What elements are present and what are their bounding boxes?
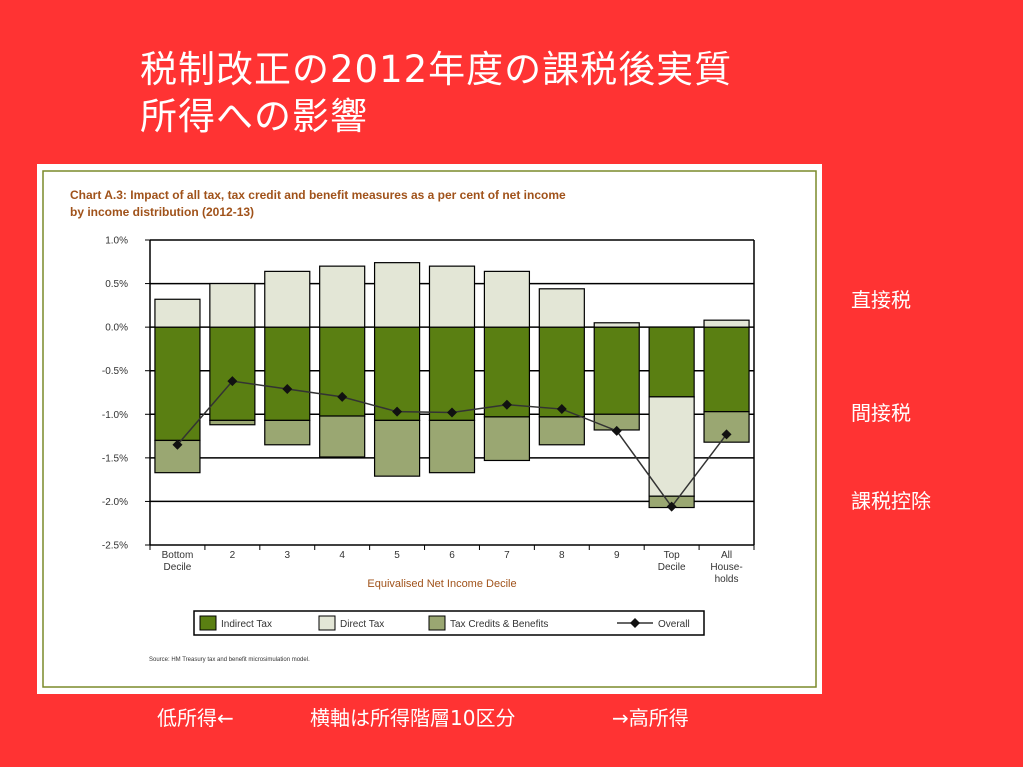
x-tick-label: 9	[614, 550, 620, 561]
chart-source: Source: HM Treasury tax and benefit micr…	[149, 657, 310, 663]
overall-marker	[556, 404, 567, 415]
overall-marker	[447, 407, 457, 418]
bar-segment	[319, 415, 366, 458]
bar-segment	[428, 419, 476, 474]
y-tick-label: -2.0%	[102, 497, 128, 508]
y-tick-label: -2.5%	[102, 541, 128, 552]
x-tick-label: 3	[284, 550, 290, 561]
bar-segment	[483, 270, 531, 328]
overall-marker	[611, 425, 622, 436]
bar-segment	[593, 322, 640, 328]
bar-segment	[209, 326, 256, 421]
y-tick-label: -1.5%	[102, 453, 128, 464]
side-label-direct-tax: 直接税	[851, 288, 911, 312]
x-tick-label: Bottom Decile	[162, 550, 194, 573]
chart-panel: Chart A.3: Impact of all tax, tax credit…	[37, 164, 822, 694]
x-tick-label: 2	[230, 550, 236, 561]
caption-axis-note: 横軸は所得階層10区分	[310, 706, 516, 730]
bar-segment	[703, 319, 750, 328]
legend-swatch	[318, 615, 336, 631]
bar-segment	[538, 416, 585, 446]
x-tick-label: 4	[339, 550, 345, 561]
overall-marker	[282, 384, 293, 395]
bar-segment	[648, 326, 695, 398]
bar-segment	[264, 326, 311, 421]
chart-title-line-1: Chart A.3: Impact of all tax, tax credit…	[70, 188, 566, 202]
y-tick-label: -0.5%	[102, 366, 128, 377]
bar-segment	[483, 416, 531, 462]
bar-segment	[538, 326, 585, 418]
overall-marker	[227, 376, 238, 387]
bar-segment	[593, 326, 640, 415]
bar-segment	[154, 298, 201, 328]
bar-segment	[209, 419, 256, 426]
bar-segment	[648, 396, 695, 497]
bar-segment	[319, 326, 366, 417]
overall-marker	[337, 391, 348, 402]
legend: Indirect Tax Direct Tax Tax Credits & Bene…	[193, 610, 705, 636]
side-label-tax-deduction: 課税控除	[851, 489, 931, 513]
overall-marker	[721, 429, 732, 440]
bar-segment	[703, 326, 750, 413]
bar-segment	[373, 262, 421, 328]
legend-label: Indirect Tax	[221, 619, 272, 630]
y-tick-label: -1.0%	[102, 410, 128, 421]
bar-segment	[373, 419, 421, 477]
x-axis-ticks: Bottom Decile 2 3 4 5 6 7 8 9 Top Decile All House-ho…	[149, 545, 755, 585]
overall-marker	[501, 399, 512, 410]
bar-segment	[264, 270, 311, 328]
bar-segment	[264, 419, 311, 446]
slide-title-line-2: 所得への影響	[140, 95, 368, 138]
bar-segment	[154, 326, 201, 442]
bar-segment	[319, 265, 366, 328]
chart-title-line-2: by income distribution (2012-13)	[70, 205, 254, 219]
x-tick-label: Top Decile	[658, 550, 686, 573]
overall-marker	[666, 501, 677, 512]
slide-title-line-1: 税制改正の2012年度の課税後実質	[140, 48, 733, 91]
y-axis-ticks: 1.0% 0.5% 0.0% -0.5% -1.0% -1.5% -2.0% -2.5%	[102, 236, 150, 552]
bar-segment	[209, 282, 256, 328]
chart-figure: Chart A.3: Impact of all tax, tax credit…	[42, 170, 817, 688]
side-label-indirect-tax: 間接税	[851, 401, 911, 425]
caption-low-income: 低所得←	[157, 706, 234, 730]
overall-series	[172, 376, 732, 512]
overall-marker	[172, 439, 183, 450]
x-tick-label: 7	[504, 550, 510, 561]
x-axis-label: Equivalised Net Income Decile	[367, 578, 516, 590]
legend-label: Tax Credits & Benefits	[450, 619, 548, 630]
caption-high-income: →高所得	[612, 706, 689, 730]
plot-frame	[149, 240, 755, 545]
bar-segment	[428, 265, 476, 328]
x-tick-label: All House-holds	[710, 550, 742, 585]
legend-marker-overall	[630, 618, 640, 628]
y-tick-label: 0.0%	[105, 323, 128, 334]
overall-marker	[392, 406, 403, 417]
legend-swatch	[199, 615, 217, 631]
x-tick-label: 6	[449, 550, 455, 561]
x-tick-label: 5	[394, 550, 400, 561]
bar-segment	[538, 288, 585, 328]
x-tick-label: 8	[559, 550, 565, 561]
legend-label: Overall	[658, 619, 690, 630]
slide-title: 税制改正の2012年度の課税後実質 所得への影響	[140, 46, 732, 140]
bar-segment	[428, 326, 476, 421]
y-tick-label: 0.5%	[105, 279, 128, 290]
bar-segment	[373, 326, 421, 421]
legend-label: Direct Tax	[340, 619, 384, 630]
legend-swatch	[428, 615, 446, 631]
y-tick-label: 1.0%	[105, 236, 128, 247]
